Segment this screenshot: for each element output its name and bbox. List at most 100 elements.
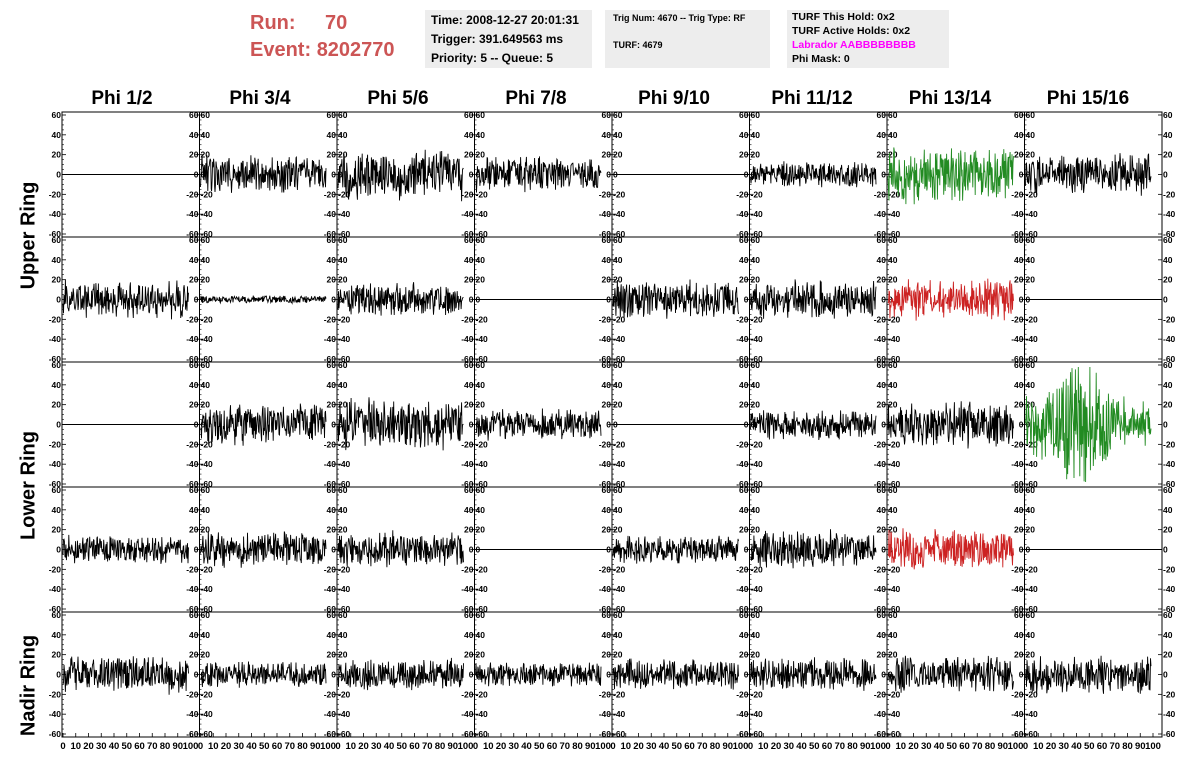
y-tick-label-right: 20	[613, 150, 623, 160]
y-tick-label: -40	[736, 584, 749, 594]
x-tick-label: 0	[748, 741, 753, 752]
y-tick-label: 0	[606, 295, 611, 305]
y-tick-label-right: 40	[201, 630, 211, 640]
y-tick-label: -40	[186, 709, 199, 719]
x-tick-label: 10	[483, 741, 494, 752]
waveform-trace	[62, 656, 189, 695]
y-tick-label: -20	[49, 689, 62, 699]
y-tick-label-right: 40	[338, 505, 348, 515]
x-tick-label: 40	[109, 741, 120, 752]
y-tick-label: 40	[877, 630, 887, 640]
y-tick-label-right: -40	[751, 584, 764, 594]
waveform-trace	[1025, 366, 1152, 483]
y-tick-label-right: -40	[1026, 709, 1039, 719]
y-tick-label: -20	[736, 314, 749, 324]
y-tick-label-right: -40	[613, 459, 626, 469]
y-tick-label-right: -40	[338, 459, 351, 469]
y-tick-label: 40	[464, 130, 474, 140]
trig-num-text: Trig Num: 4670 -- Trig Type: RF	[613, 13, 746, 23]
y-tick-label-right: 60	[613, 110, 623, 120]
y-tick-label: 20	[877, 150, 887, 160]
y-tick-label: 0	[469, 420, 474, 430]
y-tick-label: 20	[327, 525, 337, 535]
y-tick-label-right: -40	[751, 334, 764, 344]
x-tick-label: 90	[722, 741, 733, 752]
y-tick-label-right: 40	[613, 130, 623, 140]
x-tick-label: 60	[547, 741, 558, 752]
waveform-trace	[475, 156, 602, 193]
y-tick-label-right: 60	[1026, 360, 1036, 370]
column-title-phi-3-4: Phi 3/4	[229, 88, 291, 109]
y-tick-label-right: -40	[1026, 209, 1039, 219]
y-tick-label: 20	[1014, 400, 1024, 410]
y-tick-label-right: -20	[888, 439, 901, 449]
y-tick-label-right: 40	[476, 130, 486, 140]
y-tick-label: -60	[599, 604, 612, 614]
y-tick-label: 0	[331, 170, 336, 180]
waveform-trace	[887, 147, 1014, 205]
y-tick-label: 60	[52, 485, 62, 495]
y-tick-label-right: 40	[1026, 630, 1036, 640]
y-tick-label: 0	[1019, 170, 1024, 180]
y-tick-label: -60	[186, 354, 199, 364]
y-tick-label: -60	[1011, 729, 1024, 739]
y-tick-label: -20	[186, 189, 199, 199]
y-tick-label-right: -60	[338, 604, 351, 614]
y-tick-label-right: -60	[613, 604, 626, 614]
y-tick-label-right: -40	[201, 459, 214, 469]
y-tick-label-right: -20	[476, 439, 489, 449]
event-label: Event:	[250, 39, 312, 61]
y-tick-label-right: -20	[476, 189, 489, 199]
y-tick-label: 0	[606, 545, 611, 555]
y-tick-label: -60	[461, 729, 474, 739]
y-tick-label-right: 40	[1163, 380, 1173, 390]
y-tick-label-right: -40	[201, 334, 214, 344]
y-tick-label: 20	[602, 150, 612, 160]
x-tick-label: 50	[534, 741, 545, 752]
y-tick-label: -60	[1011, 354, 1024, 364]
y-tick-label: 40	[327, 255, 337, 265]
x-tick-label: 0	[198, 741, 203, 752]
waveform-trace	[750, 279, 877, 319]
y-tick-label-right: 60	[1163, 485, 1173, 495]
y-tick-label-right: 20	[1163, 275, 1173, 285]
y-tick-label-right: -40	[338, 334, 351, 344]
y-tick-label: -20	[874, 314, 887, 324]
y-tick-label-right: -60	[1163, 229, 1176, 239]
x-tick-label: 40	[384, 741, 395, 752]
y-tick-label-right: -60	[201, 604, 214, 614]
y-tick-label: 20	[877, 650, 887, 660]
y-tick-label-right: 60	[1026, 485, 1036, 495]
y-tick-label: 40	[189, 505, 199, 515]
y-tick-label: 40	[739, 380, 749, 390]
y-tick-label-right: -20	[201, 314, 214, 324]
x-tick-label: 50	[1084, 741, 1095, 752]
y-tick-label: -60	[461, 479, 474, 489]
x-tick-label: 10	[208, 741, 219, 752]
y-tick-label-right: 40	[476, 380, 486, 390]
y-tick-label-right: -20	[751, 314, 764, 324]
x-tick-label: 60	[684, 741, 695, 752]
y-tick-label-right: -40	[476, 584, 489, 594]
y-tick-label: 0	[331, 545, 336, 555]
y-tick-label-right: 20	[476, 400, 486, 410]
x-tick-label: 90	[585, 741, 596, 752]
y-tick-label: 20	[739, 150, 749, 160]
run-value: 70	[325, 12, 348, 34]
y-tick-label: 40	[1014, 130, 1024, 140]
y-tick-label: 40	[52, 255, 62, 265]
y-tick-label: 60	[602, 360, 612, 370]
y-tick-label-right: -40	[338, 584, 351, 594]
y-tick-label-right: -20	[751, 564, 764, 574]
x-tick-label: 0	[610, 741, 615, 752]
y-tick-label-right: 20	[613, 400, 623, 410]
y-tick-label: -40	[49, 459, 62, 469]
y-tick-label: -20	[324, 564, 337, 574]
y-tick-label: -40	[1011, 459, 1024, 469]
y-tick-label-right: -60	[751, 354, 764, 364]
y-tick-label-right: -60	[1026, 604, 1039, 614]
y-tick-label-right: 40	[338, 630, 348, 640]
y-tick-label-right: -20	[1163, 314, 1176, 324]
x-tick-label: 10	[1033, 741, 1044, 752]
y-tick-label: -20	[874, 439, 887, 449]
